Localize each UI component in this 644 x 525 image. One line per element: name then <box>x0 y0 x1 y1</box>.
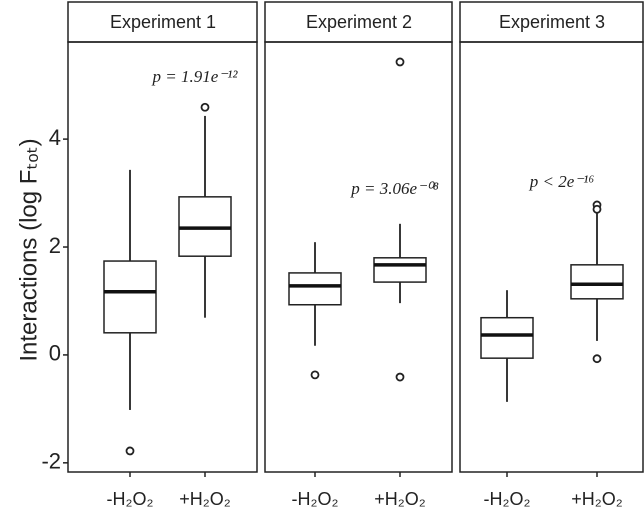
x-tick-label: -H₂O₂ <box>292 489 339 509</box>
outlier <box>592 354 602 364</box>
panel <box>67 41 258 473</box>
x-tick-label: +H₂O₂ <box>571 489 623 509</box>
x-tick-label: +H₂O₂ <box>179 489 231 509</box>
panel-title: Experiment 1 <box>110 12 216 32</box>
outlier <box>125 446 135 456</box>
outlier <box>200 102 210 112</box>
y-axis-label: Interactions (log Fₜₒₜ) <box>15 138 42 361</box>
outlier <box>592 204 602 214</box>
box <box>288 272 342 306</box>
strip <box>459 1 644 43</box>
x-tick-label: +H₂O₂ <box>374 489 426 509</box>
panel-title: Experiment 2 <box>306 12 412 32</box>
p-value-annotation: p = 3.06e⁻⁰⁸ <box>350 179 439 198</box>
outlier <box>310 370 320 380</box>
y-tick-label: 0 <box>49 341 61 366</box>
panel <box>459 41 644 473</box>
box <box>103 260 157 334</box>
outlier <box>395 57 405 67</box>
box <box>480 316 534 359</box>
x-tick-label: -H₂O₂ <box>484 489 531 509</box>
p-value-annotation: p = 1.91e⁻¹² <box>152 67 239 86</box>
panel-title: Experiment 3 <box>499 12 605 32</box>
p-value-annotation: p < 2e⁻¹⁶ <box>529 172 595 191</box>
strip <box>67 1 258 43</box>
panel <box>264 41 453 473</box>
box <box>570 264 624 300</box>
y-tick-label: -2 <box>41 449 61 474</box>
box <box>373 257 427 283</box>
x-tick-label: -H₂O₂ <box>107 489 154 509</box>
outlier <box>395 372 405 382</box>
y-tick-label: 4 <box>49 125 61 150</box>
y-tick-label: 2 <box>49 233 61 258</box>
